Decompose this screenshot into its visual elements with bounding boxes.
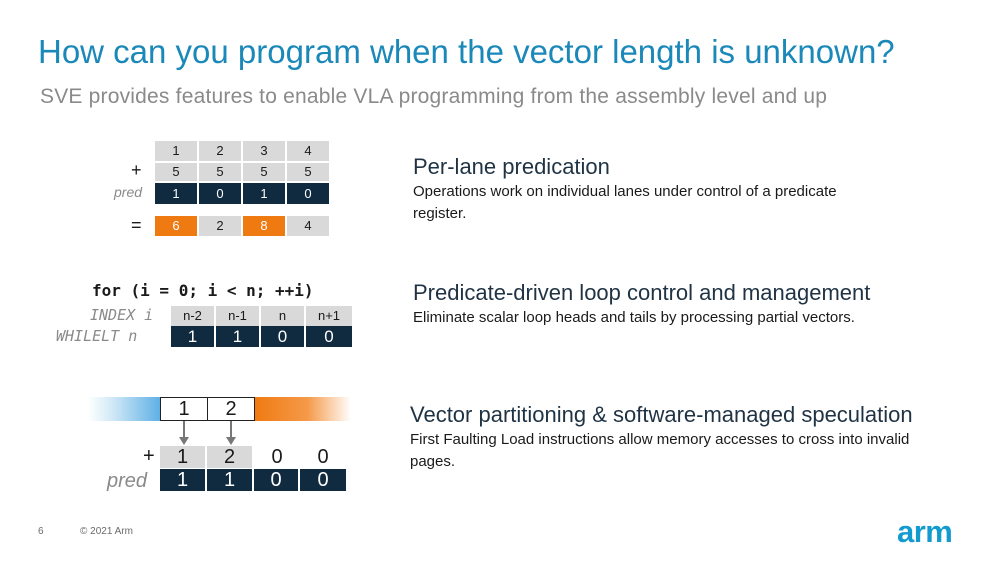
whilelt-cell: 1 — [216, 326, 261, 347]
pred-cell: 1 — [207, 469, 254, 491]
section-body: Eliminate scalar loop heads and tails by… — [413, 309, 855, 326]
pred-label: pred — [114, 184, 143, 200]
row2-cell: 5 — [155, 163, 199, 183]
vector-cell: 0 — [271, 446, 283, 468]
arm-logo: arm — [897, 514, 953, 549]
row1-cell: 3 — [243, 141, 287, 163]
memory-invalid-region — [255, 397, 351, 421]
pred-cell: 0 — [287, 183, 329, 204]
plus-sign: + — [131, 160, 142, 180]
section-body: First Faulting Load instructions allow m… — [410, 431, 910, 470]
whilelt-cell: 1 — [171, 326, 216, 347]
result-cell: 4 — [287, 216, 329, 236]
row1-cell: 1 — [155, 141, 199, 163]
copyright: © 2021 Arm — [80, 526, 133, 537]
index-cell: n+1 — [306, 306, 352, 326]
row1-cell: 2 — [199, 141, 243, 163]
pred-cell: 0 — [254, 469, 300, 491]
pred-cell: 1 — [243, 183, 287, 204]
pred-label: pred — [107, 470, 148, 492]
row2-cell: 5 — [287, 163, 329, 183]
section-heading: Predicate-driven loop control and manage… — [413, 280, 871, 305]
section-body: Operations work on individual lanes unde… — [413, 183, 837, 222]
index-cell: n-2 — [171, 306, 216, 326]
memory-cell: 2 — [207, 397, 255, 421]
whilelt-label: WHILELT n — [56, 327, 138, 345]
loop-code: for (i = 0; i < n; ++i) — [92, 281, 314, 300]
whilelt-cell: 0 — [261, 326, 306, 347]
result-cell: 8 — [243, 216, 287, 236]
vector-cell: 1 — [160, 446, 207, 468]
pred-cell: 0 — [300, 469, 346, 491]
pred-cell: 1 — [160, 469, 207, 491]
page-number: 6 — [38, 526, 44, 537]
section-heading: Vector partitioning & software-managed s… — [410, 402, 913, 427]
plus-sign: + — [143, 445, 155, 467]
whilelt-cell: 0 — [306, 326, 352, 347]
load-arrows — [179, 421, 236, 445]
memory-valid-region — [88, 397, 160, 421]
section-heading: Per-lane predication — [413, 154, 610, 179]
result-cell: 2 — [199, 216, 243, 236]
vector-cell: 0 — [317, 446, 329, 468]
pred-cell: 0 — [199, 183, 243, 204]
pred-cell: 1 — [155, 183, 199, 204]
row2-cell: 5 — [199, 163, 243, 183]
index-label: INDEX i — [90, 306, 154, 324]
index-cell: n-1 — [216, 306, 261, 326]
equals-sign: = — [131, 215, 142, 235]
index-cell: n — [261, 306, 306, 326]
memory-cell: 1 — [160, 397, 208, 421]
row1-cell: 4 — [287, 141, 329, 163]
slide-title: How can you program when the vector leng… — [38, 33, 895, 70]
slide-subtitle: SVE provides features to enable VLA prog… — [40, 85, 828, 108]
result-cell: 6 — [155, 216, 199, 236]
vector-cell: 2 — [207, 446, 254, 468]
row2-cell: 5 — [243, 163, 287, 183]
